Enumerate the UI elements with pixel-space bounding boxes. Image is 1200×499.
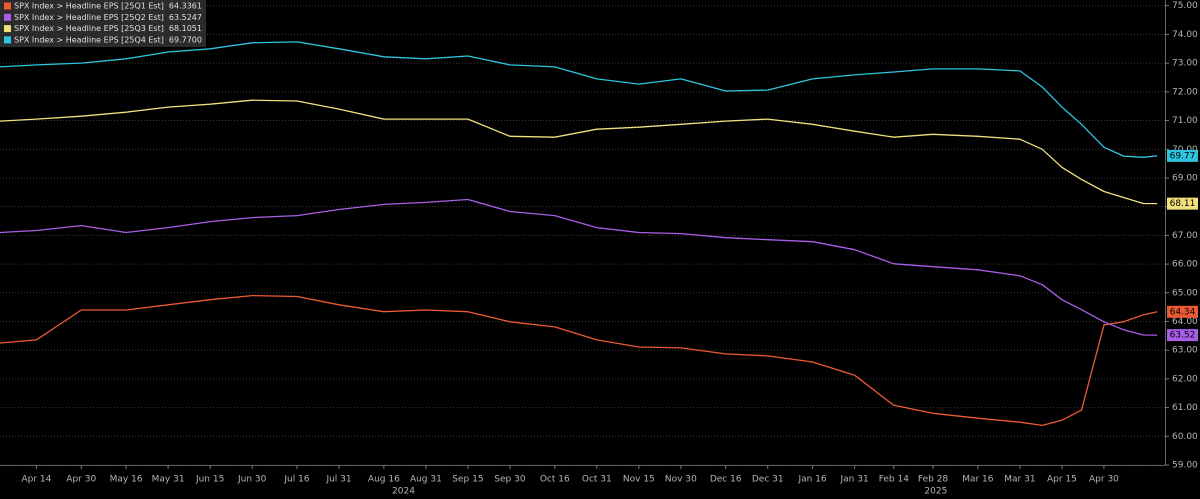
y-tick-label: 75.00: [1172, 1, 1198, 11]
year-label: 2025: [924, 487, 947, 497]
x-tick-label: Mar 31: [1004, 475, 1035, 485]
x-tick-label: Dec 31: [752, 475, 784, 485]
series-line: [0, 99, 1158, 205]
x-tick-label: Nov 15: [623, 475, 655, 485]
legend-swatch: [4, 2, 11, 10]
legend-value: 69.7700: [169, 35, 202, 44]
x-tick-label: Apr 30: [1089, 475, 1119, 485]
legend-label: SPX Index > Headline EPS [25Q4 Est]: [14, 35, 164, 44]
x-tick-label: Jun 15: [195, 475, 224, 485]
x-tick-label: Aug 31: [410, 475, 442, 485]
x-tick-label: Dec 16: [710, 475, 742, 485]
y-tick-label: 69.00: [1172, 173, 1198, 183]
x-tick-label: Jun 30: [237, 475, 267, 485]
year-label: 2024: [392, 487, 415, 497]
grid: [0, 5, 1165, 466]
y-tick-label: 61.00: [1172, 403, 1198, 413]
y-tick-label: 71.00: [1172, 116, 1198, 126]
y-tick-label: 66.00: [1172, 260, 1198, 270]
x-tick-label: Sep 30: [494, 475, 526, 485]
legend-swatch: [4, 25, 11, 33]
y-tick-label: 72.00: [1172, 87, 1198, 97]
y-tick-label: 73.00: [1172, 59, 1198, 69]
y-tick-label: 63.00: [1172, 346, 1198, 356]
y-tick-label: 59.00: [1172, 461, 1198, 471]
legend-label: SPX Index > Headline EPS [25Q1 Est]: [14, 2, 164, 11]
series-line: [0, 198, 1158, 336]
plot-lines: [0, 41, 1158, 427]
legend-swatch: [4, 13, 11, 21]
x-tick-label: Apr 14: [21, 475, 51, 485]
legend-swatch: [4, 36, 11, 44]
x-tick-label: Oct 31: [582, 475, 612, 485]
end-label-box: [1167, 305, 1198, 318]
x-tick-label: Apr 30: [66, 475, 96, 485]
legend-label: SPX Index > Headline EPS [25Q2 Est]: [14, 13, 164, 22]
legend: SPX Index > Headline EPS [25Q1 Est] 64.33…: [4, 2, 202, 44]
x-tick-label: Jan 16: [797, 475, 826, 485]
x-tick-label: Feb 28: [918, 475, 949, 485]
x-tick-label: Aug 16: [368, 475, 400, 485]
x-tick-label: Apr 15: [1047, 475, 1077, 485]
end-label: 64.34: [1170, 307, 1196, 317]
series-line: [0, 294, 1158, 427]
end-label: 69.77: [1170, 151, 1196, 161]
end-label-box: [1167, 149, 1198, 162]
legend-box: [0, 0, 206, 47]
x-tick-label: Sep 15: [452, 475, 483, 485]
x-tick-label: Jul 31: [325, 475, 351, 485]
series-line: [0, 41, 1158, 158]
legend-value: 63.5247: [169, 13, 202, 22]
end-label: 63.52: [1170, 331, 1196, 341]
end-label: 68.11: [1170, 199, 1196, 209]
x-tick-label: May 16: [110, 475, 143, 485]
axes: 59.00 60.00 61.00 62.00 63.00 64.00 65.00 66.00…: [21, 1, 1198, 496]
x-tick-label: Feb 14: [879, 475, 910, 485]
end-label-box: [1167, 197, 1198, 210]
end-label-box: [1167, 329, 1198, 342]
legend-value: 64.3361: [169, 2, 202, 11]
x-tick-label: Jul 16: [283, 475, 309, 485]
y-tick-label: 62.00: [1172, 374, 1198, 384]
y-tick-label: 70.00: [1172, 145, 1198, 155]
y-tick-label: 64.00: [1172, 317, 1198, 327]
legend-label: SPX Index > Headline EPS [25Q3 Est]: [14, 24, 164, 33]
legend-value: 68.1051: [169, 24, 202, 33]
y-tick-label: 60.00: [1172, 432, 1198, 442]
y-tick-label: 65.00: [1172, 288, 1198, 298]
y-tick-label: 74.00: [1172, 30, 1198, 40]
x-tick-label: Nov 30: [665, 475, 697, 485]
x-tick-label: Mar 16: [962, 475, 994, 485]
x-tick-label: Oct 16: [540, 475, 570, 485]
y-tick-label: 67.00: [1172, 231, 1198, 241]
x-tick-label: May 31: [152, 475, 185, 485]
x-tick-label: Jan 31: [839, 475, 868, 485]
